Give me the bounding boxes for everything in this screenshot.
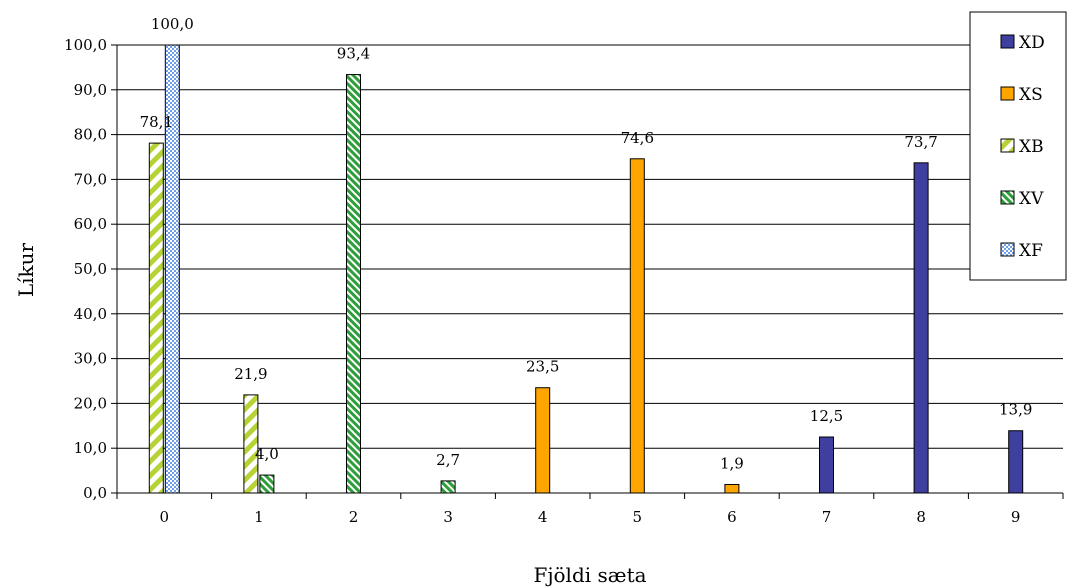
- x-tick-label: 5: [633, 508, 643, 526]
- legend-label-xs: XS: [1019, 85, 1043, 105]
- x-tick-label: 6: [727, 508, 737, 526]
- data-label: 2,7: [436, 451, 460, 469]
- bar-xd-7: [819, 436, 834, 494]
- data-label: 23,5: [526, 358, 559, 376]
- gridlines: [117, 44, 1063, 449]
- data-label: 1,9: [720, 454, 744, 472]
- x-tick-label: 3: [443, 508, 453, 526]
- bar-xv-2: [346, 74, 361, 494]
- data-label: 73,7: [904, 133, 937, 151]
- data-label: 93,4: [337, 45, 370, 63]
- x-tick-label: 0: [160, 508, 170, 526]
- x-tick-label: 1: [254, 508, 264, 526]
- legend-label-xf: XF: [1019, 241, 1043, 261]
- x-axis-title: Fjöldi sæta: [533, 563, 646, 587]
- bar-xb-1: [243, 394, 259, 494]
- y-tick-label: 40,0: [74, 305, 107, 323]
- data-label: 78,1: [140, 113, 173, 131]
- x-tick-label: 9: [1011, 508, 1021, 526]
- data-labels: 78,1 100,0 21,9 4,0 93,4 2,7 23,5 74,6 1,9 12,5 73…: [140, 15, 1033, 472]
- data-label: 13,9: [999, 401, 1032, 419]
- bar-xv-3: [440, 480, 456, 494]
- legend-label-xv: XV: [1019, 189, 1044, 209]
- y-axis-title: Líkur: [14, 242, 38, 297]
- data-label: 12,5: [810, 407, 843, 425]
- bar-xd-9: [1008, 430, 1024, 494]
- y-tick-label: 30,0: [74, 350, 107, 368]
- legend-swatch-xb: [1000, 138, 1015, 153]
- y-tick-label: 0,0: [83, 484, 107, 502]
- bar-xs-4: [535, 387, 551, 494]
- bar-xv-1: [259, 474, 275, 494]
- x-tick-label: 4: [538, 508, 548, 526]
- y-tick-label: 100,0: [64, 36, 107, 54]
- legend-swatch-xv: [1000, 190, 1015, 205]
- x-tick-label: 8: [916, 508, 926, 526]
- y-tick-label: 20,0: [74, 394, 107, 412]
- data-label: 21,9: [234, 365, 267, 383]
- legend-label-xd: XD: [1019, 33, 1045, 53]
- bars: [148, 44, 1024, 494]
- x-tick-label: 2: [349, 508, 359, 526]
- x-tick-label: 7: [822, 508, 832, 526]
- bar-xs-6: [724, 483, 740, 494]
- y-tick-label: 60,0: [74, 215, 107, 233]
- legend-box: [969, 11, 1067, 281]
- y-tick-label: 90,0: [74, 81, 107, 99]
- data-label: 4,0: [255, 445, 279, 463]
- y-tick-label: 70,0: [74, 170, 107, 188]
- legend: XD XS XB XV XF: [969, 11, 1067, 281]
- y-tick-label: 80,0: [74, 126, 107, 144]
- legend-swatch-xs: [1000, 86, 1015, 101]
- legend-label-xb: XB: [1019, 137, 1044, 157]
- axes: 0,0 10,0 20,0 30,0 40,0 50,0 60,0 70,0 80,0 90,0 1…: [64, 36, 1064, 526]
- data-label: 100,0: [151, 15, 194, 33]
- y-tick-label: 10,0: [74, 439, 107, 457]
- legend-swatch-xf: [1000, 242, 1015, 257]
- data-label: 74,6: [621, 129, 654, 147]
- y-tick-label: 50,0: [74, 260, 107, 278]
- bar-xb-0: [148, 142, 164, 494]
- bar-xd-8: [913, 162, 929, 494]
- bar-xs-5: [629, 158, 645, 494]
- legend-swatch-xd: [1000, 34, 1015, 49]
